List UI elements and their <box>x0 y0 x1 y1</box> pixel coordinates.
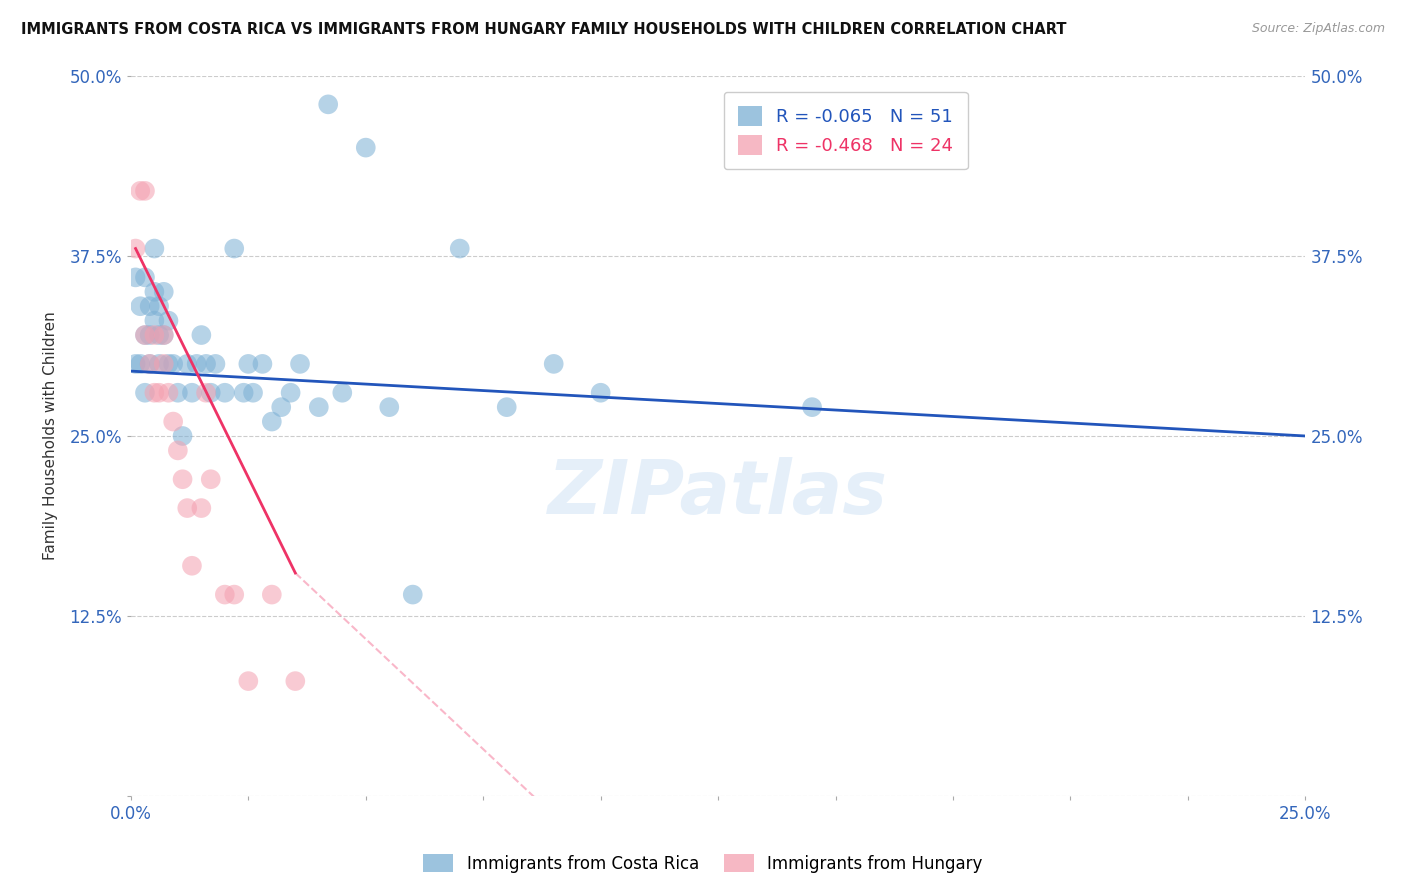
Point <box>200 385 222 400</box>
Point <box>143 385 166 400</box>
Point <box>280 385 302 400</box>
Point <box>260 588 283 602</box>
Point <box>284 674 307 689</box>
Point <box>195 357 218 371</box>
Point <box>152 328 174 343</box>
Point <box>238 674 260 689</box>
Point <box>134 184 156 198</box>
Point <box>138 299 160 313</box>
Point <box>129 357 152 371</box>
Point <box>801 400 824 414</box>
Point <box>200 472 222 486</box>
Point <box>134 270 156 285</box>
Y-axis label: Family Households with Children: Family Households with Children <box>44 311 58 560</box>
Point <box>148 328 170 343</box>
Point <box>186 357 208 371</box>
Point <box>181 385 204 400</box>
Point <box>129 184 152 198</box>
Point <box>270 400 292 414</box>
Point <box>190 501 212 516</box>
Point <box>330 385 353 400</box>
Point <box>181 558 204 573</box>
Point <box>143 242 166 256</box>
Point <box>134 328 156 343</box>
Point <box>495 400 517 414</box>
Point <box>152 285 174 299</box>
Point <box>214 385 236 400</box>
Point <box>589 385 612 400</box>
Point <box>157 385 180 400</box>
Point <box>148 385 170 400</box>
Point <box>167 385 190 400</box>
Point <box>138 357 160 371</box>
Point <box>354 140 377 154</box>
Point <box>138 357 160 371</box>
Point <box>204 357 226 371</box>
Point <box>238 357 260 371</box>
Point <box>167 443 190 458</box>
Point <box>134 328 156 343</box>
Point <box>152 328 174 343</box>
Point <box>172 472 194 486</box>
Point <box>449 242 471 256</box>
Text: Source: ZipAtlas.com: Source: ZipAtlas.com <box>1251 22 1385 36</box>
Point <box>129 299 152 313</box>
Point <box>143 313 166 327</box>
Point <box>162 415 184 429</box>
Point <box>252 357 274 371</box>
Point <box>134 385 156 400</box>
Point <box>124 357 146 371</box>
Point <box>172 429 194 443</box>
Legend: Immigrants from Costa Rica, Immigrants from Hungary: Immigrants from Costa Rica, Immigrants f… <box>416 847 990 880</box>
Text: ZIPatlas: ZIPatlas <box>548 458 889 530</box>
Point <box>232 385 254 400</box>
Point <box>378 400 401 414</box>
Point <box>195 385 218 400</box>
Point <box>224 242 246 256</box>
Point <box>260 415 283 429</box>
Point <box>308 400 330 414</box>
Point <box>148 299 170 313</box>
Legend: R = -0.065   N = 51, R = -0.468   N = 24: R = -0.065 N = 51, R = -0.468 N = 24 <box>724 92 967 169</box>
Point <box>176 501 198 516</box>
Point <box>138 328 160 343</box>
Point <box>402 588 425 602</box>
Point <box>224 588 246 602</box>
Point <box>543 357 565 371</box>
Point <box>157 313 180 327</box>
Point <box>316 97 339 112</box>
Point <box>124 242 146 256</box>
Point <box>148 357 170 371</box>
Point <box>124 270 146 285</box>
Point <box>157 357 180 371</box>
Point <box>162 357 184 371</box>
Text: IMMIGRANTS FROM COSTA RICA VS IMMIGRANTS FROM HUNGARY FAMILY HOUSEHOLDS WITH CHI: IMMIGRANTS FROM COSTA RICA VS IMMIGRANTS… <box>21 22 1067 37</box>
Point <box>288 357 311 371</box>
Point <box>143 328 166 343</box>
Point <box>152 357 174 371</box>
Point <box>190 328 212 343</box>
Point <box>143 285 166 299</box>
Point <box>176 357 198 371</box>
Point <box>242 385 264 400</box>
Point <box>214 588 236 602</box>
